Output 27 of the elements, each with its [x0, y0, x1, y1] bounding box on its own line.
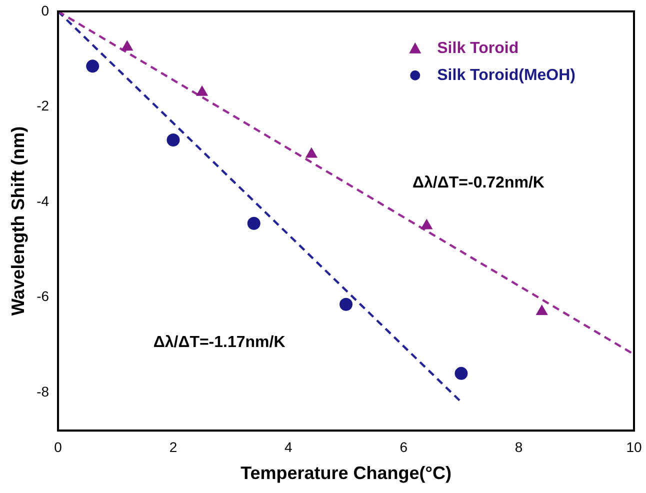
point	[121, 40, 133, 51]
x-tick-label: 10	[626, 438, 642, 455]
y-tick-label: -6	[36, 288, 50, 304]
point	[166, 134, 180, 147]
legend-label: Silk Toroid(MeOH)	[437, 66, 576, 84]
x-tick-label: 2	[169, 438, 178, 455]
point	[420, 219, 432, 230]
point	[536, 305, 548, 316]
point	[196, 86, 208, 96]
legend-label: Silk Toroid	[437, 40, 519, 57]
point	[454, 366, 468, 380]
y-tick-label: -4	[36, 192, 50, 209]
x-tick-label: 6	[400, 438, 408, 455]
point	[86, 60, 100, 73]
x-axis-title: Temperature Change(°C)	[240, 463, 452, 484]
y-tick-label: -2	[36, 98, 50, 114]
point	[247, 216, 260, 230]
annotation: Δλ/ΔT=-0.72nm/K	[412, 174, 545, 192]
x-tick-label: 0	[54, 438, 62, 455]
x-tick-label: 8	[514, 438, 523, 455]
annotation: Δλ/ΔT=-1.17nm/K	[153, 334, 286, 351]
y-tick-label: 0	[41, 2, 50, 18]
y-axis-title: Wavelength Shift (nm)	[8, 126, 28, 316]
x-tick-label: 4	[284, 438, 293, 455]
y-tick-label: -8	[36, 383, 50, 400]
point	[340, 298, 353, 311]
point	[306, 148, 318, 158]
